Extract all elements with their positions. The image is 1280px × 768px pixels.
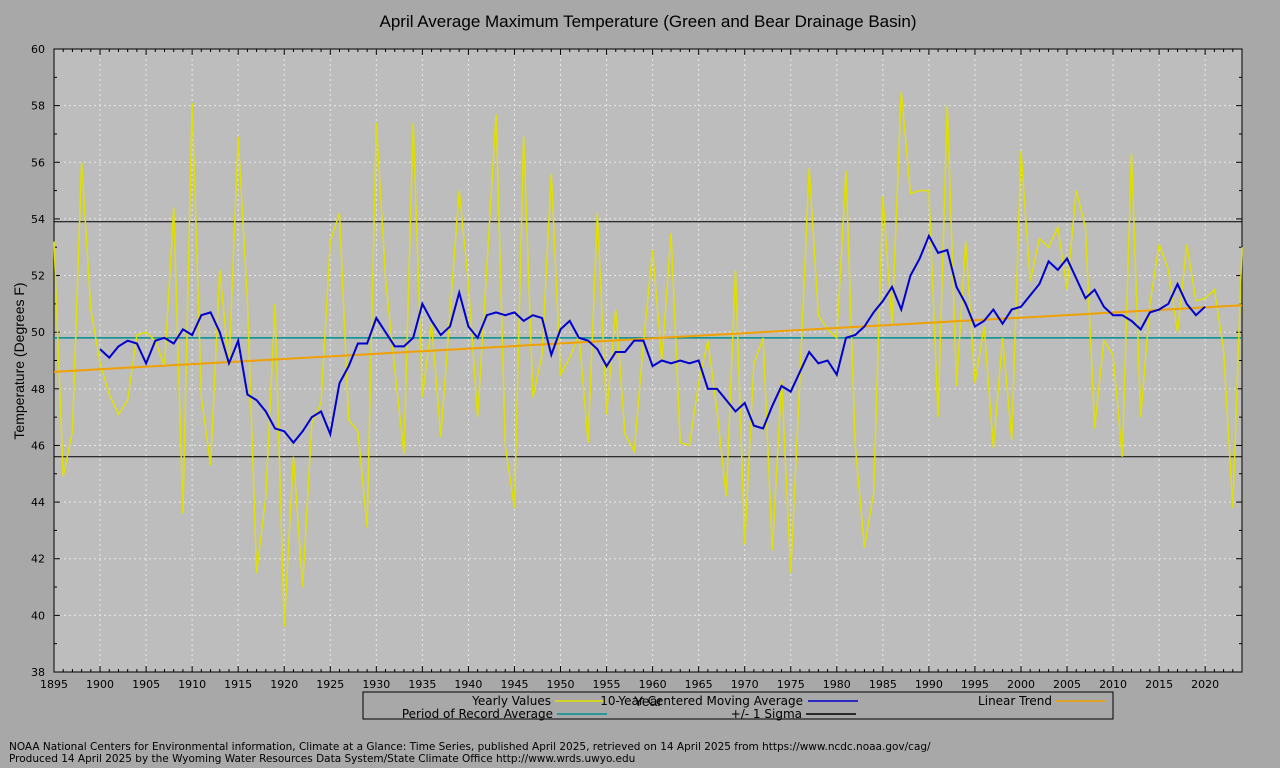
x-tick-label: 1985 xyxy=(869,678,897,691)
x-tick-label: 1970 xyxy=(731,678,759,691)
y-tick-label: 42 xyxy=(31,553,45,566)
x-tick-label: 1895 xyxy=(40,678,68,691)
legend-period-average-label: Period of Record Average xyxy=(402,707,553,721)
x-tick-label: 2020 xyxy=(1191,678,1219,691)
y-tick-label: 52 xyxy=(31,270,45,283)
x-tick-label: 2010 xyxy=(1099,678,1127,691)
x-tick-label: 1960 xyxy=(639,678,667,691)
x-tick-label: 1925 xyxy=(316,678,344,691)
y-tick-label: 54 xyxy=(31,213,45,226)
y-tick-label: 44 xyxy=(31,496,45,509)
y-axis-label: Temperature (Degrees F) xyxy=(11,282,27,439)
x-tick-label: 2005 xyxy=(1053,678,1081,691)
y-tick-label: 38 xyxy=(31,666,45,679)
x-tick-label: 2015 xyxy=(1145,678,1173,691)
x-tick-label: 1935 xyxy=(408,678,436,691)
x-tick-label: 1975 xyxy=(777,678,805,691)
series-layer xyxy=(53,91,1243,627)
yearly-values-line xyxy=(53,91,1243,627)
x-tick-label: 1995 xyxy=(961,678,989,691)
source-credit: NOAA National Centers for Environmental … xyxy=(9,741,931,753)
x-tick-label: 1945 xyxy=(500,678,528,691)
y-tick-label: 58 xyxy=(31,100,45,113)
legend-box xyxy=(362,691,1114,720)
x-tick-label: 1915 xyxy=(224,678,252,691)
y-tick-label: 60 xyxy=(31,43,45,56)
plot-area xyxy=(53,48,1243,673)
x-tick-label: 2000 xyxy=(1007,678,1035,691)
x-tick-label: 1955 xyxy=(593,678,621,691)
y-tick-label: 48 xyxy=(31,383,45,396)
x-tick-label: 1905 xyxy=(132,678,160,691)
moving-average-line xyxy=(99,233,1206,445)
producer-credit: Produced 14 April 2025 by the Wyoming Wa… xyxy=(9,753,636,765)
y-tick-label: 56 xyxy=(31,156,45,169)
x-tick-label: 1965 xyxy=(685,678,713,691)
legend-linear-trend-label: Linear Trend xyxy=(978,694,1052,708)
x-tick-label: 1990 xyxy=(915,678,943,691)
x-axis: 1895 1900 1905 1910 1915 1920 1925 1930 1935 1940… xyxy=(40,49,1243,691)
legend-yearly-values-label: Yearly Values xyxy=(471,694,551,708)
x-tick-label: 1950 xyxy=(547,678,575,691)
temperature-chart: April Average Maximum Temperature (Green… xyxy=(11,12,1243,721)
x-tick-label: 1910 xyxy=(178,678,206,691)
linear-trend-line xyxy=(53,304,1243,373)
x-tick-label: 1930 xyxy=(362,678,390,691)
y-axis: 38 40 42 44 46 48 50 52 54 56 58 60 xyxy=(31,43,1242,679)
y-tick-label: 50 xyxy=(31,326,45,339)
x-tick-label: 1900 xyxy=(86,678,114,691)
y-tick-label: 40 xyxy=(31,609,45,622)
legend-moving-average-label: 10-Year Centered Moving Average xyxy=(600,694,803,708)
x-tick-label: 1940 xyxy=(454,678,482,691)
chart-title: April Average Maximum Temperature (Green… xyxy=(379,12,916,31)
y-tick-label: 46 xyxy=(31,439,45,452)
legend-sigma-label: +/- 1 Sigma xyxy=(731,707,802,721)
legend: Yearly Values 10-Year Centered Moving Ave… xyxy=(362,691,1114,721)
x-axis-label: Year xyxy=(634,693,663,709)
x-tick-label: 1980 xyxy=(823,678,851,691)
x-tick-label: 1920 xyxy=(270,678,298,691)
